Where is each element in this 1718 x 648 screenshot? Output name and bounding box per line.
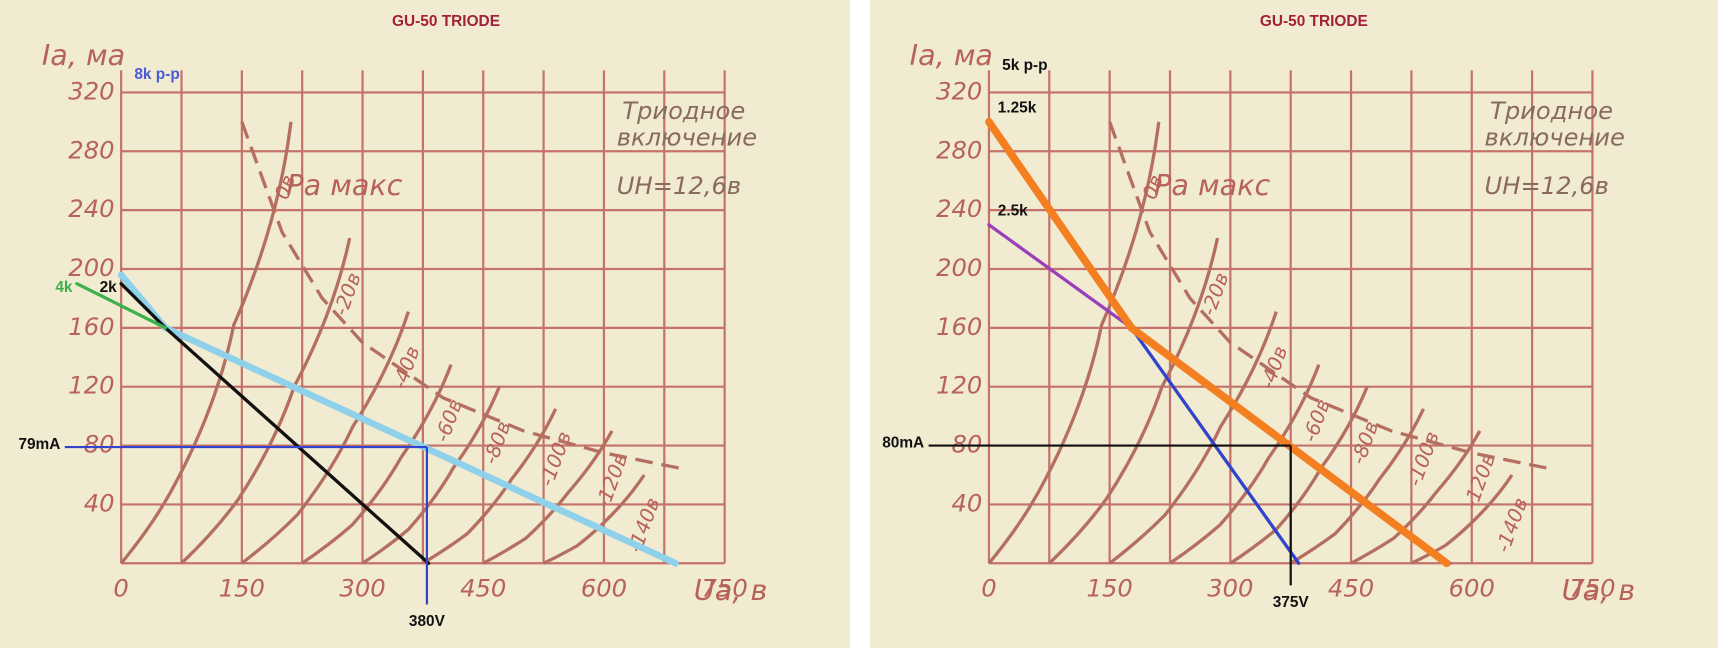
operating-point-label: 375V (1273, 594, 1310, 611)
annotation: Pa макс (1154, 168, 1270, 202)
y-tick-label: 200 (68, 254, 114, 282)
chart-title: GU-50 TRIODE (1260, 13, 1368, 30)
x-tick-label: 300 (339, 575, 385, 603)
x-tick-label: 0 (113, 575, 128, 603)
grid-curve (361, 386, 501, 565)
annotation: Триодное (622, 97, 745, 125)
load-line (985, 117, 1451, 568)
grid-curve (240, 311, 410, 565)
grid-curve (1229, 386, 1369, 565)
load-line-label: 1.25k (998, 100, 1037, 117)
panel-background (870, 0, 1718, 648)
grid-curve (422, 408, 558, 565)
y-tick-label: 320 (68, 77, 114, 105)
y-tick-label: 200 (936, 254, 982, 282)
y-tick-label: 40 (84, 489, 115, 517)
y-tick-label: 280 (68, 136, 114, 164)
operating-point-label: 79mA (18, 436, 60, 453)
y-axis-label: Iа, ма (910, 38, 993, 72)
y-tick-label: 320 (936, 77, 982, 105)
annotation: включение (1485, 124, 1625, 152)
x-tick-label: 600 (581, 575, 627, 603)
load-line-label: 2k (100, 279, 118, 296)
load-note: 8k p-p (134, 66, 179, 83)
y-tick-label: 160 (936, 313, 982, 341)
y-tick-label: 120 (936, 372, 982, 400)
annotation: включение (617, 124, 757, 152)
grid-curve (301, 364, 453, 565)
pmax-curve (240, 121, 685, 471)
x-tick-label: 150 (1087, 575, 1133, 603)
grid-curve (1350, 430, 1482, 565)
grid-curve (482, 430, 614, 565)
y-axis-label: Iа, ма (42, 38, 125, 72)
x-tick-label: 300 (1207, 575, 1253, 603)
x-tick-label: 0 (981, 575, 996, 603)
grid-curve (1108, 311, 1278, 565)
load-line (75, 282, 168, 330)
x-tick-label: 750 (1569, 575, 1615, 603)
y-tick-label: 280 (936, 136, 982, 164)
y-tick-label: 240 (68, 195, 114, 223)
operating-point-label: 380V (409, 613, 446, 630)
x-tick-label: 450 (1328, 575, 1374, 603)
load-note: 5k p-p (1002, 57, 1047, 74)
annotation: Триодное (1490, 97, 1613, 125)
y-tick-label: 80 (84, 431, 115, 459)
x-axis-label: Uа, в (1562, 573, 1636, 607)
x-tick-label: 750 (702, 575, 748, 603)
y-tick-label: 120 (68, 372, 114, 400)
y-tick-label: 160 (68, 313, 114, 341)
grid-curve (1048, 237, 1220, 565)
pmax-curve (1108, 121, 1553, 471)
grid-curve (542, 474, 646, 565)
annotation: UН=12,6в (617, 172, 741, 200)
x-axis-label: Uа, в (694, 573, 768, 607)
y-tick-label: 40 (952, 489, 983, 517)
load-line-label: 2.5k (998, 203, 1028, 220)
y-tick-label: 240 (936, 195, 982, 223)
load-line-label: 4k (55, 279, 73, 296)
x-tick-label: 150 (219, 575, 265, 603)
operating-point-label: 80mA (882, 434, 924, 451)
grid-curve (1169, 364, 1321, 565)
x-tick-label: 600 (1449, 575, 1495, 603)
chart-title: GU-50 TRIODE (392, 13, 500, 30)
x-tick-label: 450 (460, 575, 506, 603)
panel-background (0, 0, 851, 648)
annotation: Pa макс (286, 168, 402, 202)
annotation: UН=12,6в (1485, 172, 1609, 200)
